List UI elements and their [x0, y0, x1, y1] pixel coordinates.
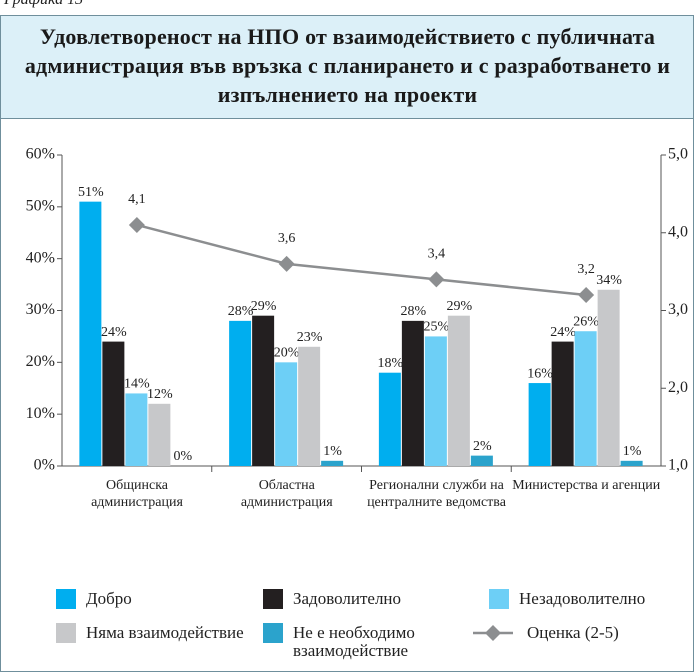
y-tick-label: 20% — [26, 353, 55, 370]
bar — [528, 383, 551, 466]
bar — [321, 460, 344, 466]
line-marker — [278, 255, 295, 272]
data-label: 1% — [323, 444, 342, 459]
x-tick-label: Областна администрация — [240, 478, 333, 510]
data-label: 0% — [174, 449, 193, 464]
bar — [298, 346, 321, 466]
y-tick-label: 40% — [26, 249, 55, 266]
bar — [401, 320, 424, 466]
data-label: 14% — [124, 377, 150, 392]
legend-label: Добро — [86, 589, 132, 608]
data-label: 3,4 — [428, 247, 446, 262]
bar — [447, 315, 470, 466]
bar — [148, 403, 171, 466]
legend-label: Задоволително — [293, 589, 402, 608]
bar — [252, 315, 275, 466]
title-box — [0, 15, 694, 119]
x-tick-label: Общинска администрация — [91, 478, 183, 510]
data-label: 3,2 — [577, 262, 595, 277]
y2-tick-label: 1,0 — [668, 457, 688, 474]
data-label: 1% — [623, 444, 642, 459]
chart-title: Удовлетвореност на НПО от взаимодействие… — [24, 24, 671, 107]
legend-swatch — [263, 589, 283, 609]
bar — [79, 201, 102, 466]
legend-label: Не е необходимо взаимодействие — [293, 623, 415, 660]
legend-label: Незадоволително — [519, 589, 646, 608]
caption: Графика 13 — [4, 0, 83, 9]
data-label: 3,6 — [278, 231, 296, 246]
bar — [275, 362, 298, 466]
bar — [125, 393, 148, 466]
legend-marker — [485, 625, 501, 641]
bar — [424, 336, 447, 466]
bar — [378, 372, 401, 466]
y2-tick-label: 3,0 — [668, 301, 688, 318]
legend-swatch — [489, 589, 509, 609]
data-label: 18% — [378, 356, 404, 371]
data-label: 29% — [251, 299, 277, 314]
data-label: 26% — [573, 314, 599, 329]
data-label: 24% — [550, 325, 576, 340]
line-marker — [128, 216, 145, 233]
bar — [470, 455, 493, 466]
data-label: 20% — [274, 346, 300, 361]
data-label: 23% — [297, 330, 323, 345]
y-tick-label: 60% — [26, 146, 55, 163]
data-label: 28% — [401, 304, 427, 319]
data-label: 34% — [596, 273, 622, 288]
y2-tick-label: 2,0 — [668, 379, 688, 396]
legend-swatch — [56, 623, 76, 643]
line-marker — [578, 286, 595, 303]
data-label: 51% — [78, 185, 104, 200]
data-label: 25% — [424, 320, 450, 335]
x-tick-label: Министерства и агенции — [512, 478, 661, 493]
data-label: 29% — [447, 299, 473, 314]
legend-swatch — [263, 623, 283, 643]
bar — [102, 341, 125, 466]
y2-tick-label: 5,0 — [668, 146, 688, 163]
y-tick-label: 0% — [34, 457, 55, 474]
bar — [551, 341, 574, 466]
data-label: 28% — [228, 304, 254, 319]
bar — [229, 320, 252, 466]
y-tick-label: 30% — [26, 301, 55, 318]
data-label: 24% — [101, 325, 127, 340]
y-tick-label: 50% — [26, 198, 55, 215]
line — [136, 223, 587, 297]
x-tick-label: Регионални служби на централните ведомст… — [367, 478, 506, 510]
data-label: 4,1 — [128, 192, 146, 207]
data-label: 2% — [473, 439, 492, 454]
bar — [574, 331, 597, 466]
y-tick-label: 10% — [26, 405, 55, 422]
line-marker — [428, 271, 445, 288]
data-label: 16% — [527, 366, 553, 381]
bar — [597, 289, 620, 466]
legend-swatch — [56, 589, 76, 609]
y2-tick-label: 4,0 — [668, 223, 688, 240]
bar — [620, 460, 643, 466]
legend-label: Оценка (2-5) — [527, 623, 619, 642]
data-label: 12% — [147, 387, 173, 402]
legend-label: Няма взаимодействие — [86, 623, 244, 642]
